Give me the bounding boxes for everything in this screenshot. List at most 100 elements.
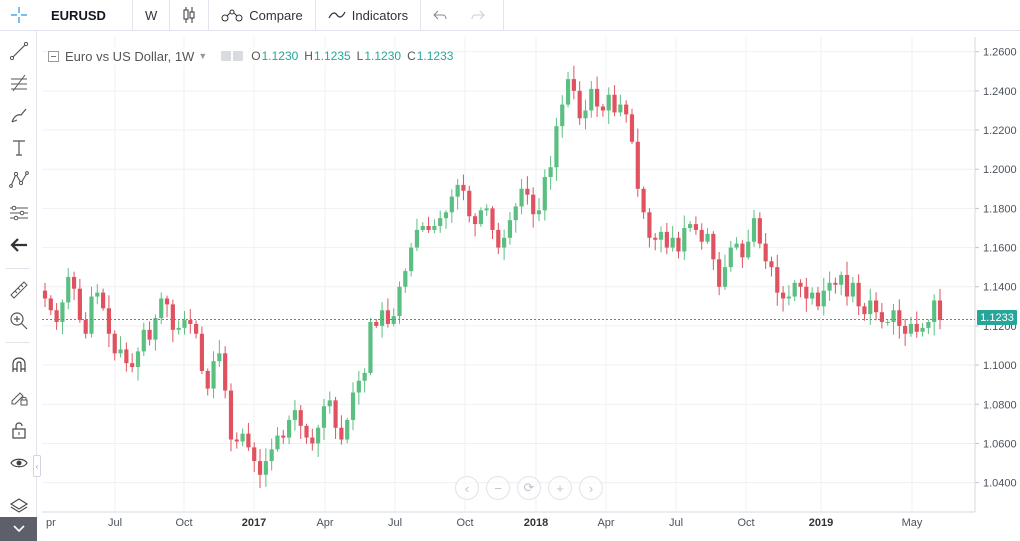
magnet-icon [11,357,26,372]
indicators-button[interactable]: Indicators [316,0,422,31]
candle-body [194,323,199,334]
redo-button[interactable] [459,0,505,31]
chart-style-button[interactable] [170,0,210,31]
toolbar-collapse-handle[interactable]: ‹ [33,455,41,477]
eye-tool[interactable] [0,449,37,477]
candle-body [368,322,373,373]
candle-body [908,323,914,334]
lock-drawing-tool[interactable] [0,383,37,411]
fib-tool[interactable] [0,69,37,97]
symbol-search[interactable]: EURUSD [37,0,133,31]
candle-body [234,439,239,442]
pattern-tool[interactable] [0,166,37,194]
interval-button[interactable]: W [133,0,171,31]
chart-pane[interactable]: 1.2600 1.2400 1.2200 1.2000 1.1800 1.1600 1.14… [42,37,1020,541]
text-tool[interactable] [0,134,37,162]
candle-body [507,220,513,238]
zoom-in-button[interactable]: + [548,476,572,500]
candle-body [688,224,693,228]
candle-body [83,320,88,334]
candle-body [734,243,739,248]
candle-body [414,229,420,248]
candle-body [542,177,547,211]
candle-body [717,259,722,287]
compare-icon [221,9,243,22]
open-value: 1.1230 [261,49,299,63]
x-tick-label: Jul [669,517,683,529]
scroll-right-button[interactable]: › [579,476,603,500]
close-label: C [407,49,416,63]
fib-icon [10,74,27,92]
zoom-in-tool[interactable] [0,307,37,335]
candle-body [641,188,646,213]
candle-body [472,216,478,225]
x-tick-label: Oct [456,517,473,529]
candle-body [682,227,687,252]
x-tick-label: 2019 [809,517,833,529]
settings-mini-icon[interactable] [221,51,232,61]
candle-body [409,247,414,272]
ruler-tool[interactable] [0,276,37,304]
y-tick-label: 1.2400 [983,86,1017,98]
candle-body [461,184,466,191]
candle-body [310,437,315,444]
candle-body [815,292,821,307]
back-arrow-tool[interactable] [0,231,37,259]
brush-tool[interactable] [0,102,37,130]
scroll-left-button[interactable]: ‹ [455,476,479,500]
candle-body [536,210,542,215]
collapse-legend-icon[interactable] [48,50,59,62]
candle-body [345,419,350,440]
candle-body [339,427,344,440]
candle-body [281,435,286,438]
candle-body [286,419,292,438]
undo-button[interactable] [421,0,459,31]
candle-body [600,106,606,111]
candle-body [833,282,838,285]
candle-body [531,194,536,215]
candle-body [223,353,228,391]
top-toolbar: EURUSD W Compare Indicators [0,0,1020,31]
candle-body [48,298,53,311]
candle-body [839,274,844,285]
drawing-toolbar [0,31,37,541]
layers-icon [9,498,28,513]
candle-body [484,208,489,211]
chevron-down-icon[interactable]: ▼ [198,51,208,61]
crosshair-icon [10,7,27,23]
candle-body [565,79,571,105]
candle-body [676,237,681,252]
trendline-icon [9,41,28,61]
candle-body [926,322,931,328]
zoom-in-icon [9,312,27,330]
x-tick-label: 2017 [242,517,266,529]
reset-button[interactable]: ⟳ [517,476,541,500]
candle-body [403,271,408,287]
candle-body [571,79,576,91]
candle-body [844,274,850,297]
high-label: H [304,49,313,63]
candle-body [496,229,501,248]
magnet-tool[interactable] [0,351,37,379]
close-mini-icon[interactable] [233,51,244,61]
measure-tool[interactable] [0,199,37,227]
chart-navigation: ‹ − ⟳ + › [455,476,610,500]
candle-body [42,290,48,299]
crosshair-tool-button[interactable] [0,0,37,31]
candle-body [798,282,803,287]
layers-tool[interactable] [0,492,37,520]
zoom-out-button[interactable]: − [486,476,510,500]
candle-body [391,316,396,324]
candle-body [176,327,181,330]
compare-button[interactable]: Compare [209,0,316,31]
candle-body [658,231,664,240]
candle-body [438,218,443,227]
toolbar-expand-button[interactable] [0,517,37,541]
candle-body [786,296,791,299]
lock-tool[interactable] [0,416,37,444]
candle-body [217,353,222,362]
candle-body [856,282,861,307]
trendline-tool[interactable] [0,37,37,65]
candle-body [757,218,762,244]
